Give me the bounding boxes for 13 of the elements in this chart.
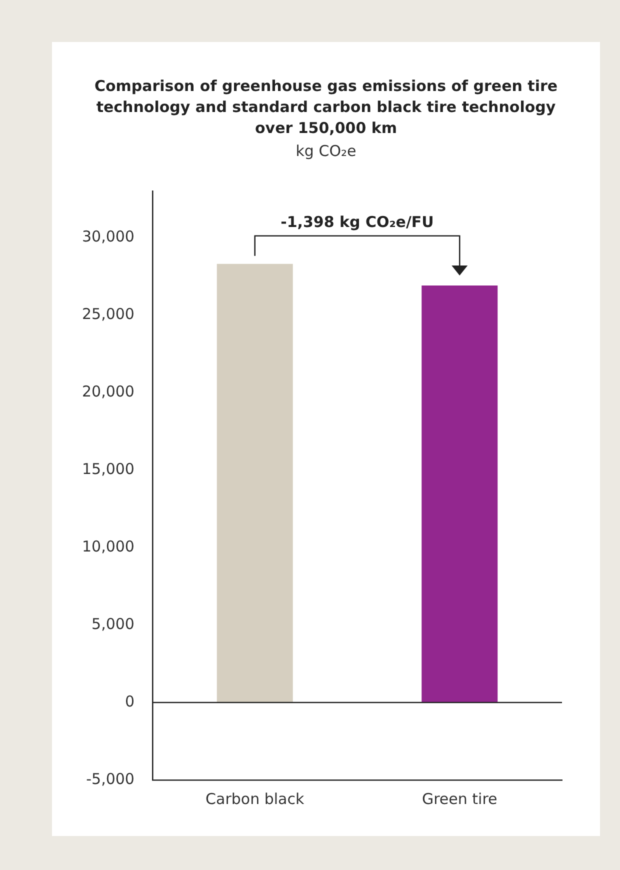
y-tick-label: 10,000 [82,537,134,556]
y-tick-label: 30,000 [82,227,134,246]
y-tick-label: 20,000 [82,382,134,400]
y-tick-label: 25,000 [82,304,134,323]
annotation: -1,398 kg CO₂e/FU [280,213,434,232]
y-tick-label: 0 [124,692,134,710]
chart-title: Comparison of greenhouse gas emissions of green tire technology and standard carbon black tire technology over 150,000 km [93,76,559,139]
chart-subtitle: kg CO₂e [294,142,358,160]
x-tick-label: Green tire [422,790,498,808]
y-tick-label: -5,000 [86,770,134,788]
y-tick-label: 15,000 [82,460,134,478]
x-tick-label: Carbon black [206,790,304,808]
y-tick-label: 5,000 [92,614,134,633]
